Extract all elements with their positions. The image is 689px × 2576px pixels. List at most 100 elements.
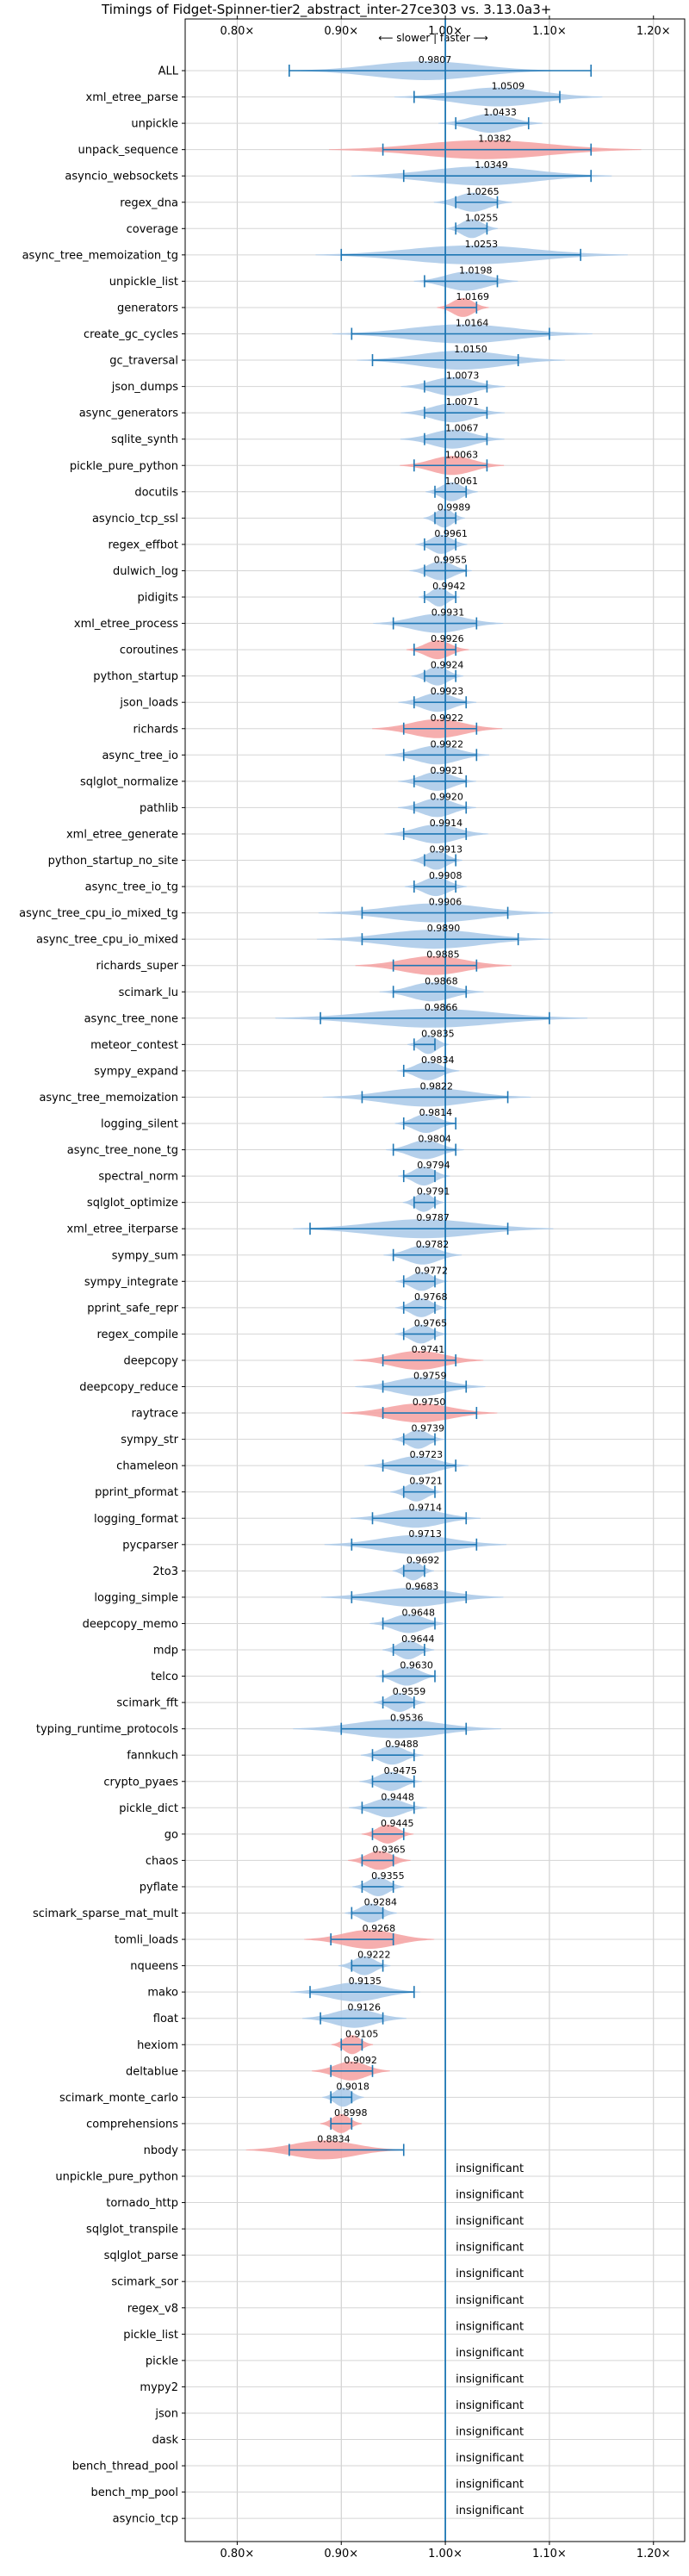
value-label: 0.9908 (429, 870, 462, 881)
x-tick-label-bottom: 0.80× (220, 2548, 254, 2560)
value-label: 0.9365 (372, 1844, 406, 1855)
benchmark-label: dulwich_log (113, 565, 178, 578)
benchmark-label: meteor_contest (90, 1039, 178, 1052)
value-label: 0.9222 (357, 1950, 391, 1961)
value-label: 1.0255 (465, 212, 499, 223)
benchmark-label: async_tree_cpu_io_mixed_tg (19, 907, 178, 920)
value-label: 0.9942 (432, 581, 466, 592)
benchmark-label: hexiom (137, 2039, 178, 2052)
value-label: 0.9814 (419, 1107, 453, 1118)
value-label: 1.0071 (446, 396, 480, 408)
value-label: 0.9092 (344, 2055, 377, 2066)
benchmark-label: regex_effbot (108, 538, 178, 551)
value-label: 0.9630 (400, 1660, 433, 1671)
benchmark-label: async_generators (79, 408, 179, 420)
value-label: 0.9924 (431, 660, 464, 671)
value-label: 0.9906 (429, 897, 462, 908)
x-tick-label-top: 1.20× (636, 25, 671, 38)
value-label: 0.9885 (426, 949, 460, 961)
x-tick-label-bottom: 1.10× (532, 2548, 567, 2560)
value-label: 0.9923 (431, 686, 464, 697)
benchmark-label: chameleon (116, 1460, 178, 1473)
insignificant-label: insignificant (456, 2162, 524, 2175)
value-label: 0.9126 (347, 2002, 381, 2013)
value-label: 0.9105 (345, 2028, 379, 2039)
value-label: 0.9961 (434, 528, 468, 539)
value-label: 0.9782 (416, 1239, 450, 1250)
benchmark-label: pickle_dict (119, 1802, 178, 1815)
value-label: 1.0349 (475, 159, 508, 171)
value-label: 0.9834 (421, 1055, 455, 1066)
direction-label: ⟵ slower | faster ⟶ (378, 32, 488, 44)
benchmark-label: scimark_monte_carlo (59, 2092, 178, 2105)
insignificant-label: insignificant (456, 2320, 524, 2333)
benchmark-label: fannkuch (127, 1750, 178, 1763)
value-label: 0.9750 (413, 1397, 446, 1408)
value-label: 0.9765 (414, 1317, 448, 1328)
benchmark-label: xml_etree_parse (86, 91, 178, 104)
benchmark-label: regex_v8 (127, 2302, 178, 2315)
benchmark-label: bench_thread_pool (72, 2461, 178, 2473)
benchmark-label: typing_runtime_protocols (36, 1723, 178, 1736)
benchmark-label: json (154, 2407, 178, 2420)
insignificant-label: insignificant (456, 2189, 524, 2202)
value-label: 1.0509 (492, 81, 525, 92)
value-label: 0.9018 (336, 2081, 369, 2092)
benchmark-label: richards_super (96, 960, 178, 973)
benchmark-label: asyncio_tcp_ssl (92, 513, 178, 526)
benchmark-label: create_gc_cycles (84, 328, 178, 341)
value-label: 0.9866 (425, 1002, 458, 1013)
benchmark-label: asyncio_websockets (65, 171, 178, 184)
benchmark-label: python_startup (93, 670, 178, 683)
benchmark-label: sqlglot_parse (104, 2249, 178, 2262)
x-tick-label-top: 1.10× (532, 25, 567, 38)
benchmark-label: sympy_integrate (84, 1276, 178, 1289)
x-tick-label-bottom: 0.90× (324, 2548, 358, 2560)
value-label: 0.9922 (431, 738, 464, 750)
violin-layer (245, 19, 642, 2542)
value-label: 0.9768 (414, 1291, 448, 1303)
benchmark-label: bench_mp_pool (90, 2486, 178, 2499)
value-label: 0.9135 (349, 1976, 382, 1987)
value-label: 0.9807 (419, 54, 452, 65)
benchmark-label: unpack_sequence (78, 144, 178, 157)
value-label: 1.0061 (444, 476, 478, 487)
value-label: 0.9723 (410, 1449, 444, 1460)
value-label: 0.9791 (417, 1186, 450, 1198)
value-label: 0.9955 (434, 554, 468, 565)
x-tick-label-top: 0.90× (324, 25, 358, 38)
benchmark-label: generators (117, 302, 178, 314)
value-label: 0.9772 (415, 1265, 449, 1276)
benchmark-label: scimark_sparse_mat_mult (33, 1907, 178, 1920)
benchmark-label: scimark_lu (119, 986, 178, 999)
benchmark-label: 2to3 (152, 1565, 178, 1578)
value-label: 1.0382 (478, 134, 512, 145)
value-label: 0.9739 (412, 1423, 445, 1434)
value-label: 0.9913 (430, 844, 462, 856)
value-label: 0.9683 (406, 1581, 439, 1592)
benchmark-label: pickle_list (123, 2329, 178, 2342)
benchmark-label: gc_traversal (109, 355, 178, 368)
insignificant-label: insignificant (456, 2426, 524, 2439)
benchmark-label: deepcopy_memo (83, 1618, 178, 1631)
benchmark-label: xml_etree_iterparse (66, 1223, 178, 1236)
benchmark-label: tornado_http (106, 2197, 178, 2210)
plot-frame (184, 18, 686, 2542)
insignificant-label: insignificant (456, 2242, 524, 2255)
benchmark-label: sympy_sum (112, 1249, 178, 1262)
benchmark-label: json_loads (119, 697, 178, 710)
insignificant-label: insignificant (456, 2373, 524, 2386)
value-label: 1.0073 (446, 370, 480, 382)
value-label: 1.0253 (465, 239, 499, 250)
benchmark-label: float (153, 2013, 178, 2025)
insignificant-label: insignificant (456, 2268, 524, 2280)
benchmark-label: pickle (146, 2355, 178, 2368)
value-label: 1.0063 (445, 449, 479, 460)
insignificant-label: insignificant (456, 2479, 524, 2492)
x-tick-label-bottom: 1.00× (428, 2548, 462, 2560)
benchmark-label: regex_compile (96, 1328, 178, 1341)
value-label: 0.9822 (420, 1080, 454, 1092)
benchmark-label: unpickle_pure_python (55, 2171, 178, 2184)
value-label: 0.8998 (334, 2107, 368, 2119)
value-label: 1.0433 (483, 107, 517, 118)
